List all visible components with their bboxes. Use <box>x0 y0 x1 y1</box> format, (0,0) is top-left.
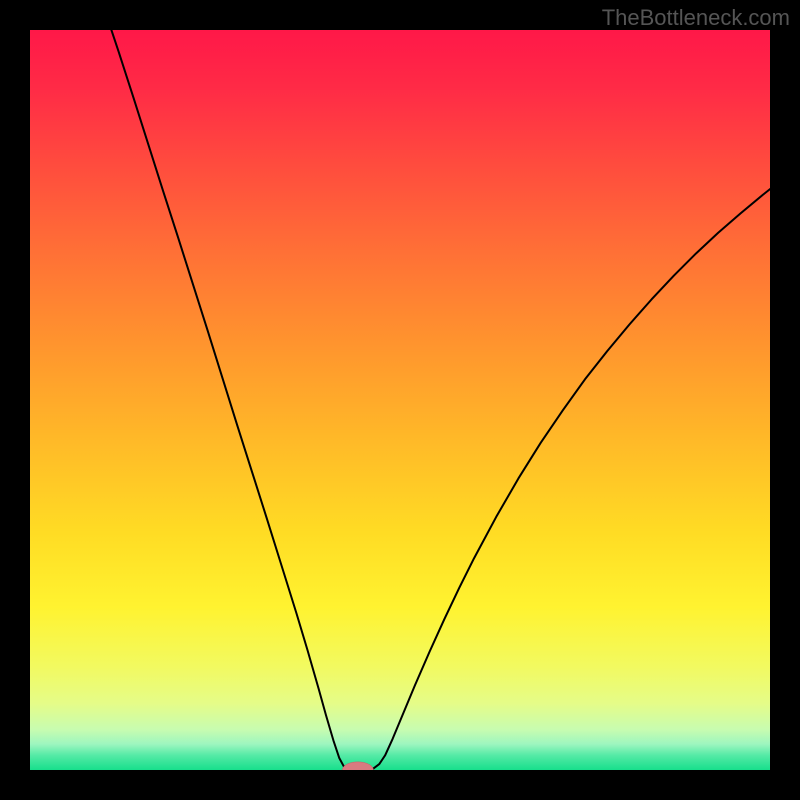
watermark-label: TheBottleneck.com <box>602 5 790 31</box>
gradient-background <box>30 30 770 770</box>
plot-svg <box>30 30 770 770</box>
plot-area <box>30 30 770 770</box>
chart-frame: TheBottleneck.com <box>0 0 800 800</box>
